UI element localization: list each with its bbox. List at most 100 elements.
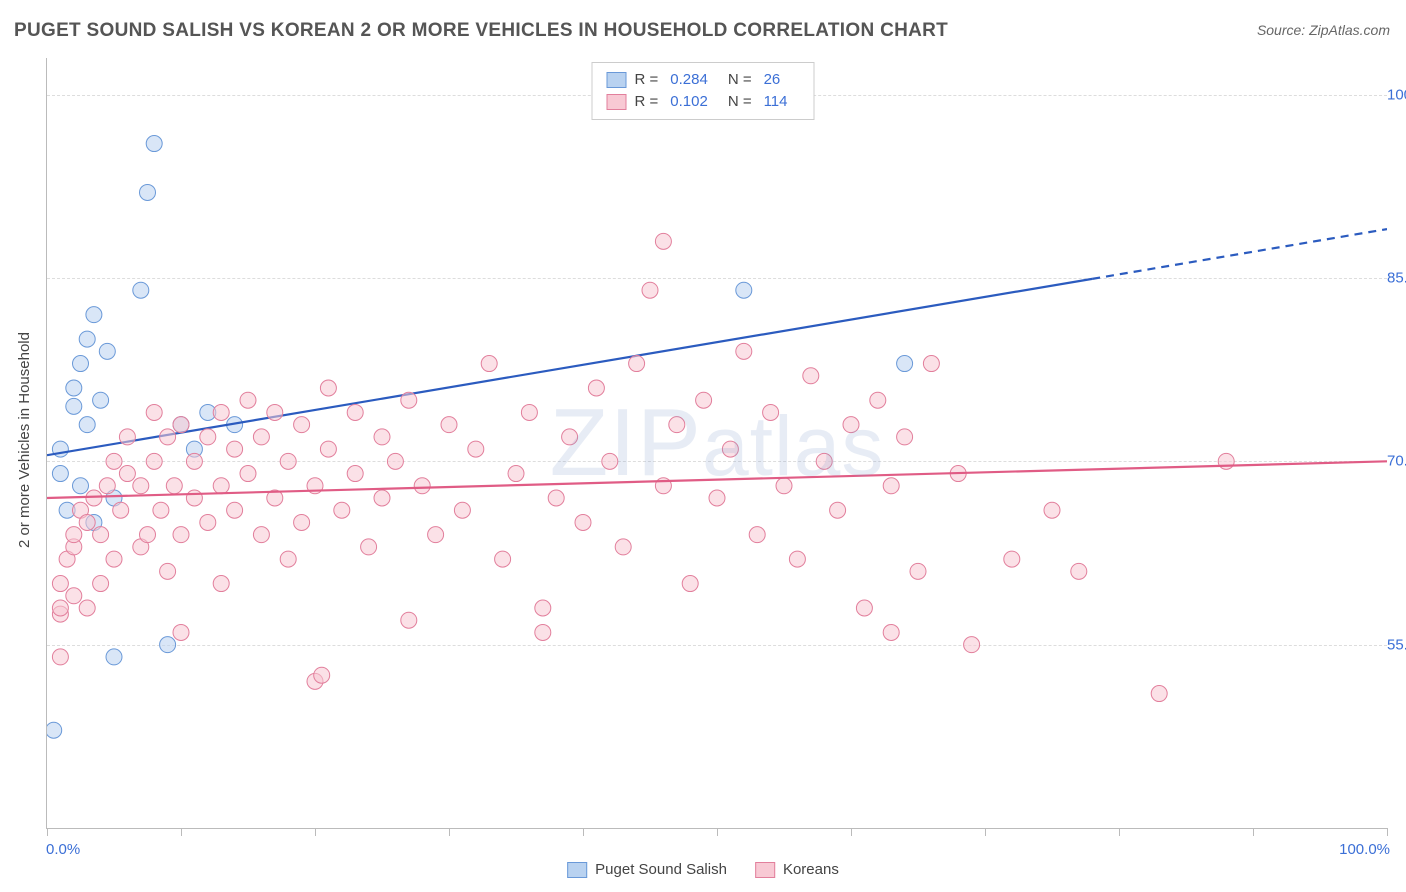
x-tick [1387, 828, 1388, 836]
data-point [99, 478, 115, 494]
data-point [253, 527, 269, 543]
data-point [655, 233, 671, 249]
data-point [240, 466, 256, 482]
data-point [119, 429, 135, 445]
data-point [73, 356, 89, 372]
data-point [910, 563, 926, 579]
data-point [106, 649, 122, 665]
data-point [160, 637, 176, 653]
data-point [52, 600, 68, 616]
data-point [294, 417, 310, 433]
data-point [86, 490, 102, 506]
data-point [428, 527, 444, 543]
n-value-series2: 114 [764, 91, 788, 113]
data-point [454, 502, 470, 518]
data-point [588, 380, 604, 396]
r-label: R = [635, 91, 659, 113]
x-max-label: 100.0% [1339, 841, 1390, 858]
data-point [140, 184, 156, 200]
data-point [562, 429, 578, 445]
data-point [79, 331, 95, 347]
data-point [535, 600, 551, 616]
data-point [140, 527, 156, 543]
data-point [629, 356, 645, 372]
data-point [93, 527, 109, 543]
y-axis-label: 2 or more Vehicles in Household [16, 332, 33, 548]
data-point [830, 502, 846, 518]
scatter-svg [47, 58, 1387, 828]
data-point [66, 380, 82, 396]
data-point [347, 404, 363, 420]
data-point [1071, 563, 1087, 579]
data-point [897, 356, 913, 372]
data-point [173, 624, 189, 640]
data-point [789, 551, 805, 567]
data-point [736, 343, 752, 359]
data-point [441, 417, 457, 433]
data-point [1004, 551, 1020, 567]
data-point [186, 453, 202, 469]
data-point [602, 453, 618, 469]
data-point [816, 453, 832, 469]
x-tick [1119, 828, 1120, 836]
data-point [267, 404, 283, 420]
plot-area: ZIPatlas 55.0%70.0%85.0%100.0% [46, 58, 1387, 829]
r-label: R = [635, 69, 659, 91]
data-point [508, 466, 524, 482]
data-point [883, 478, 899, 494]
chart-container: { "title": "PUGET SOUND SALISH VS KOREAN… [0, 0, 1406, 892]
data-point [361, 539, 377, 555]
data-point [133, 478, 149, 494]
data-point [803, 368, 819, 384]
legend-item-series1: Puget Sound Salish [567, 861, 727, 878]
r-value-series2: 0.102 [670, 91, 708, 113]
data-point [153, 502, 169, 518]
data-point [133, 282, 149, 298]
data-point [186, 490, 202, 506]
data-point [227, 441, 243, 457]
data-point [200, 514, 216, 530]
x-tick [1253, 828, 1254, 836]
data-point [173, 417, 189, 433]
data-point [106, 453, 122, 469]
n-label: N = [728, 69, 752, 91]
data-point [843, 417, 859, 433]
data-point [79, 514, 95, 530]
x-tick [851, 828, 852, 836]
data-point [334, 502, 350, 518]
data-point [106, 551, 122, 567]
data-point [870, 392, 886, 408]
data-point [548, 490, 564, 506]
data-point [166, 478, 182, 494]
data-point [709, 490, 725, 506]
data-point [897, 429, 913, 445]
data-point [146, 136, 162, 152]
data-point [468, 441, 484, 457]
swatch-series2 [607, 94, 627, 110]
data-point [401, 612, 417, 628]
data-point [47, 722, 62, 738]
data-point [213, 404, 229, 420]
data-point [856, 600, 872, 616]
data-point [93, 576, 109, 592]
source-attribution: Source: ZipAtlas.com [1257, 22, 1390, 38]
data-point [52, 649, 68, 665]
trend-line-extrapolated [1092, 229, 1387, 279]
data-point [146, 404, 162, 420]
swatch-series2 [755, 862, 775, 878]
data-point [173, 527, 189, 543]
data-point [736, 282, 752, 298]
data-point [575, 514, 591, 530]
data-point [99, 343, 115, 359]
data-point [642, 282, 658, 298]
x-tick [985, 828, 986, 836]
data-point [160, 429, 176, 445]
data-point [146, 453, 162, 469]
data-point [521, 404, 537, 420]
data-point [401, 392, 417, 408]
data-point [696, 392, 712, 408]
x-tick [583, 828, 584, 836]
data-point [763, 404, 779, 420]
n-label: N = [728, 91, 752, 113]
x-tick [315, 828, 316, 836]
